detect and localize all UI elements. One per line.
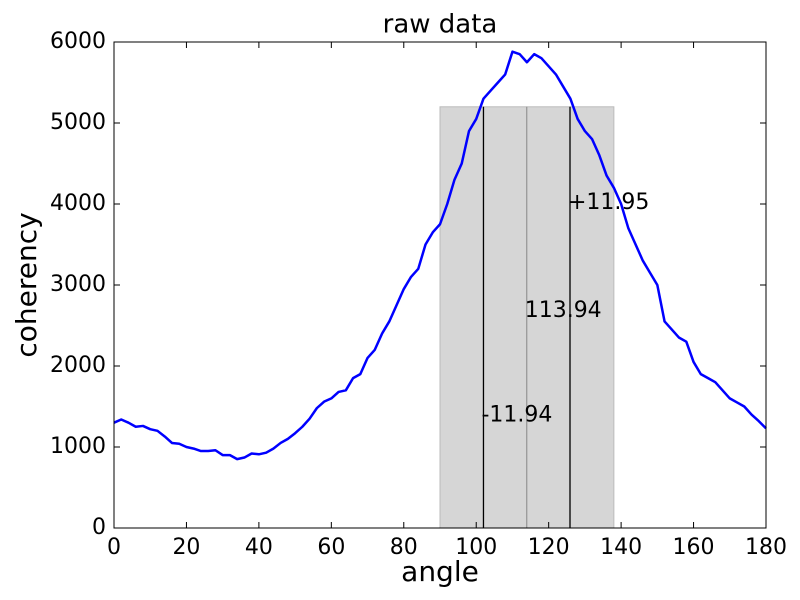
x-tick-label: 40 [245,535,273,560]
y-tick-label: 6000 [50,29,106,54]
annotation: 113.94 [525,298,602,323]
x-tick-label: 160 [673,535,715,560]
y-tick-label: 2000 [50,353,106,378]
x-tick-label: 60 [317,535,345,560]
x-tick-label: 140 [600,535,642,560]
x-tick-label: 180 [745,535,787,560]
y-tick-label: 5000 [50,110,106,135]
annotation: -11.94 [481,402,552,427]
x-tick-label: 20 [172,535,200,560]
x-tick-label: 0 [107,535,121,560]
y-axis-label: coherency [10,212,43,357]
chart-title: raw data [383,10,498,40]
y-tick-label: 4000 [50,191,106,216]
y-tick-label: 1000 [50,434,106,459]
y-tick-label: 0 [92,515,106,540]
y-tick-label: 3000 [50,272,106,297]
annotation: +11.95 [568,190,649,215]
x-axis-label: angle [401,555,479,588]
data-line [113,50,767,461]
x-tick-label: 80 [390,535,418,560]
x-tick-label: 100 [455,535,497,560]
x-tick-label: 120 [528,535,570,560]
